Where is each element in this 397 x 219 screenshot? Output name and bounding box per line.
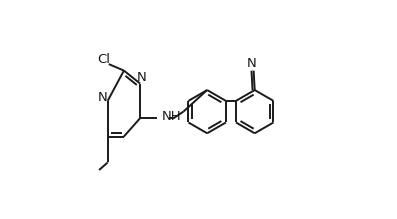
Text: N: N [137,71,147,84]
Text: N: N [97,91,107,104]
Text: NH: NH [162,110,181,123]
Text: Cl: Cl [97,53,110,66]
Text: N: N [247,57,256,69]
